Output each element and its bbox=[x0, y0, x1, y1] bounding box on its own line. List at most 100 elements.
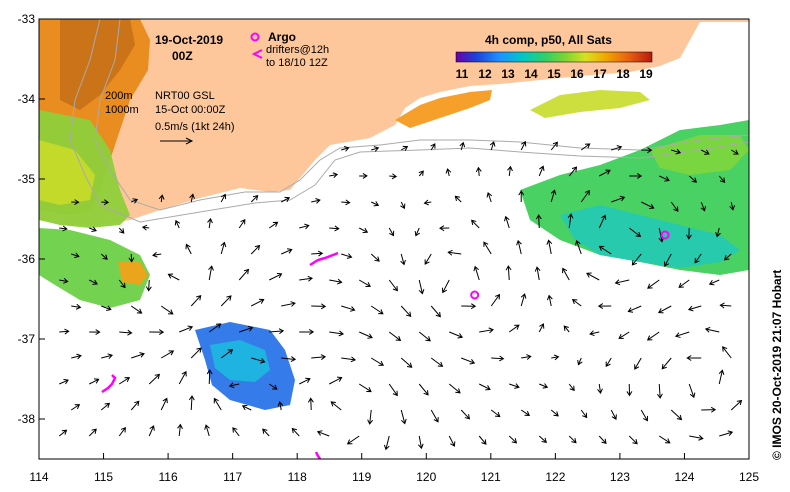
product-label: 4h comp, p50, All Sats bbox=[485, 33, 612, 47]
current-arrow bbox=[174, 219, 181, 229]
current-arrow bbox=[101, 353, 114, 360]
current-arrow bbox=[661, 357, 672, 370]
current-arrow bbox=[634, 357, 642, 370]
colorbar-tick-label: 11 bbox=[456, 67, 469, 81]
current-arrow bbox=[208, 265, 214, 281]
current-arrow bbox=[551, 354, 560, 361]
current-arrow bbox=[101, 199, 110, 206]
scale-label: 0.5m/s (1kt 24h) bbox=[155, 121, 234, 133]
y-tick-label: -33 bbox=[18, 12, 36, 26]
y-tick-label: -37 bbox=[18, 332, 36, 346]
current-arrow bbox=[118, 377, 131, 385]
current-arrow bbox=[101, 305, 112, 312]
current-arrow bbox=[460, 409, 471, 420]
colorbar-tick-label: 13 bbox=[501, 67, 515, 81]
current-arrow bbox=[447, 249, 462, 256]
current-arrow bbox=[179, 325, 194, 333]
current-arrow bbox=[89, 378, 100, 385]
current-arrow bbox=[71, 303, 82, 310]
current-arrow bbox=[158, 194, 165, 203]
current-arrow bbox=[370, 253, 380, 262]
sst-cape-orange bbox=[118, 262, 148, 285]
current-arrow bbox=[269, 272, 283, 281]
current-arrow bbox=[671, 148, 682, 155]
current-arrow bbox=[539, 383, 549, 389]
current-arrow bbox=[719, 430, 734, 437]
current-arrow bbox=[490, 293, 501, 307]
current-arrow bbox=[100, 402, 111, 411]
time-label: 00Z bbox=[172, 49, 193, 63]
current-arrow bbox=[148, 425, 155, 437]
current-arrow bbox=[534, 266, 541, 281]
current-arrow bbox=[708, 279, 720, 286]
current-arrow bbox=[689, 434, 704, 441]
current-arrow bbox=[167, 273, 180, 281]
x-tick-label: 124 bbox=[674, 470, 694, 484]
current-arrow bbox=[59, 378, 69, 385]
current-arrow bbox=[341, 146, 350, 152]
current-arrow bbox=[700, 201, 706, 212]
current-arrow bbox=[220, 241, 227, 255]
drifter-legend-icon bbox=[251, 49, 263, 59]
current-arrow bbox=[423, 199, 432, 206]
x-tick-label: 121 bbox=[481, 470, 501, 484]
current-arrow bbox=[729, 201, 736, 211]
current-arrow bbox=[686, 355, 702, 361]
current-arrow bbox=[718, 369, 725, 385]
current-arrow bbox=[311, 354, 327, 360]
y-tick-label: -34 bbox=[18, 92, 36, 106]
current-arrow bbox=[228, 382, 240, 389]
current-arrow bbox=[128, 253, 135, 263]
sst-western-orange bbox=[60, 19, 135, 110]
current-arrow bbox=[418, 331, 431, 342]
x-tick-label: 114 bbox=[29, 470, 48, 484]
x-tick-label: 115 bbox=[94, 470, 113, 484]
isobath-1000m bbox=[69, 19, 749, 223]
isobath-200m bbox=[94, 19, 749, 211]
current-arrow bbox=[130, 400, 140, 411]
current-arrow bbox=[509, 383, 520, 389]
current-arrow bbox=[567, 213, 574, 229]
current-arrow bbox=[341, 253, 353, 259]
current-arrow bbox=[473, 265, 480, 281]
credit-label: © IMOS 20-Oct-2019 21:07 Hobart bbox=[770, 270, 784, 460]
current-arrow bbox=[346, 435, 360, 445]
current-arrow bbox=[598, 245, 612, 255]
current-arrow bbox=[688, 175, 698, 183]
date-label: 19-Oct-2019 bbox=[155, 33, 223, 47]
current-arrow bbox=[688, 383, 696, 399]
current-arrow bbox=[239, 325, 254, 333]
current-arrow bbox=[185, 243, 192, 255]
current-arrow bbox=[441, 279, 450, 294]
current-arrow bbox=[445, 168, 452, 177]
x-tick-label: 118 bbox=[288, 470, 307, 484]
x-tick-label: 117 bbox=[223, 470, 242, 484]
current-arrow bbox=[206, 369, 213, 385]
current-arrow bbox=[618, 331, 630, 339]
current-arrow bbox=[589, 330, 600, 337]
current-arrow bbox=[670, 201, 679, 212]
current-arrow bbox=[490, 409, 501, 418]
nrt-date-label: 15-Oct 00:00Z bbox=[155, 104, 226, 116]
x-tick-label: 123 bbox=[610, 470, 630, 484]
current-arrow bbox=[299, 275, 313, 282]
sst-eddy-cyan bbox=[210, 340, 270, 382]
argo-legend-label: Argo bbox=[268, 30, 296, 44]
current-arrow bbox=[238, 218, 246, 229]
current-arrow bbox=[507, 165, 513, 177]
current-arrow bbox=[400, 253, 406, 266]
drifter-track bbox=[314, 451, 322, 459]
current-arrow bbox=[614, 279, 630, 286]
current-arrow bbox=[328, 376, 343, 385]
current-arrow bbox=[100, 253, 108, 260]
current-arrow bbox=[269, 328, 285, 335]
current-arrow bbox=[281, 301, 296, 307]
current-arrow bbox=[316, 430, 330, 437]
sst-eastern-light bbox=[650, 135, 749, 175]
current-arrow bbox=[178, 370, 187, 385]
current-arrow bbox=[424, 253, 432, 265]
current-arrow bbox=[568, 166, 578, 177]
colorbar-ticks: 11 12 13 14 15 16 17 18 19 bbox=[456, 67, 653, 81]
y-tick-label: -36 bbox=[18, 252, 36, 266]
current-arrow bbox=[281, 248, 293, 255]
